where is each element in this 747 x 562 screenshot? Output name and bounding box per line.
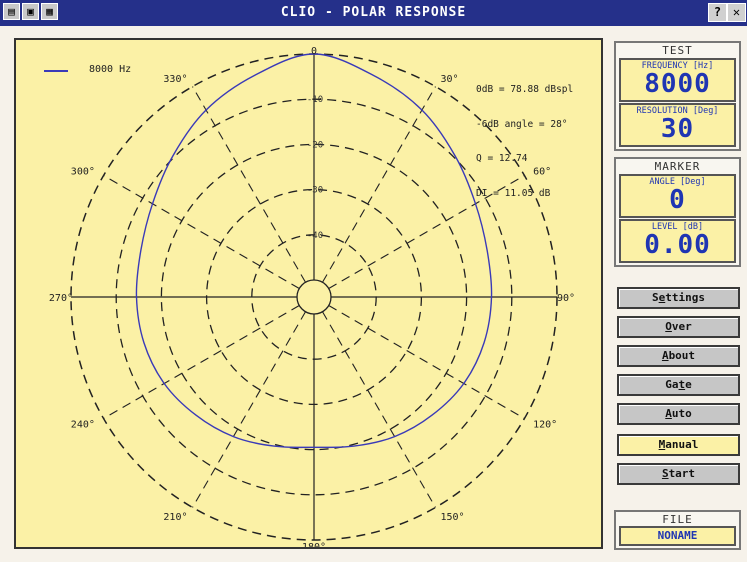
stat-di: DI = 11.05 dB: [476, 187, 551, 199]
level-label: LEVEL [dB]: [651, 222, 704, 232]
angle-label: 30°: [441, 74, 459, 85]
angle-label: 300°: [71, 167, 95, 178]
angle-label: 330°: [163, 74, 187, 85]
polar-chart-svg: 0 30° 60° 90° 120° 150° 180° 210° 240° 270° 300° 33…: [49, 46, 575, 547]
window-title: CLIO - POLAR RESPONSE: [280, 5, 467, 20]
polar-plot: 0 30° 60° 90° 120° 150° 180° 210° 240° 270° 300° 33…: [14, 38, 603, 549]
angle-label: 180°: [302, 542, 326, 547]
response-trace: [135, 53, 493, 449]
angle-label: 210°: [163, 512, 187, 523]
angle-label: ANGLE [Deg]: [649, 177, 706, 187]
angle-field[interactable]: ANGLE [Deg] 0: [619, 174, 736, 218]
settings-button[interactable]: Settings: [617, 287, 740, 309]
angle-label: 270°: [49, 293, 73, 304]
angle-label: 120°: [533, 420, 557, 431]
ring-label: -40: [307, 231, 323, 241]
close-button[interactable]: ✕: [727, 3, 746, 22]
ring-label: -10: [307, 95, 323, 105]
save-icon[interactable]: ▣: [22, 3, 39, 20]
auto-button[interactable]: Auto: [617, 403, 740, 425]
grid-spoke: [103, 305, 300, 419]
resolution-field[interactable]: RESOLUTION [Deg] 30: [619, 103, 736, 147]
grid-spoke: [192, 311, 306, 508]
marker-panel-title: MARKER: [654, 160, 701, 173]
ring-label: -30: [307, 186, 323, 196]
file-name-field[interactable]: NONAME: [619, 526, 736, 546]
file-name-value: NONAME: [657, 529, 698, 542]
frequency-label: FREQUENCY [Hz]: [641, 61, 714, 71]
print-icon[interactable]: ▦: [41, 3, 58, 20]
stat-0db: 0dB = 78.88 dBspl: [476, 84, 574, 95]
title-bar: ▤ ▣ ▦ CLIO - POLAR RESPONSE ? ✕: [0, 0, 747, 26]
grid-center-circle: [296, 279, 332, 315]
file-panel: FILE NONAME: [614, 510, 741, 550]
stat-6db-angle: -6dB angle = 28°: [476, 118, 568, 130]
angle-label: 90°: [557, 293, 575, 304]
angle-label: 0: [311, 46, 317, 57]
manual-button[interactable]: Manual: [617, 434, 740, 456]
about-button[interactable]: About: [617, 345, 740, 367]
marker-panel: MARKER ANGLE [Deg] 0 LEVEL [dB] 0.00: [614, 157, 741, 267]
stats-readout: 0dB = 78.88 dBspl -6dB angle = 28° Q = 1…: [476, 61, 573, 222]
grid-spoke: [328, 175, 525, 289]
grid-spoke: [322, 86, 436, 283]
legend-line: [44, 70, 68, 72]
resolution-label: RESOLUTION [Deg]: [636, 106, 719, 116]
grid-spoke: [103, 175, 300, 289]
help-button[interactable]: ?: [708, 3, 727, 22]
legend-label: 8000 Hz: [89, 64, 132, 75]
level-value: 0.00: [644, 230, 711, 260]
frequency-field[interactable]: FREQUENCY [Hz] 8000: [619, 58, 736, 102]
level-field[interactable]: LEVEL [dB] 0.00: [619, 219, 736, 263]
resolution-value: 30: [660, 114, 695, 144]
ring-label: -20: [307, 140, 323, 150]
grid-spoke: [328, 305, 525, 419]
angle-label: 150°: [441, 512, 465, 523]
grid-spoke: [192, 86, 306, 283]
grid-spoke: [322, 311, 436, 508]
over-button[interactable]: Over: [617, 316, 740, 338]
angle-label: 240°: [71, 420, 95, 431]
angle-value: 0: [669, 185, 686, 215]
open-file-icon[interactable]: ▤: [3, 3, 20, 20]
test-panel-title: TEST: [662, 44, 693, 57]
angle-label: 60°: [533, 167, 551, 178]
start-button[interactable]: Start: [617, 463, 740, 485]
frequency-value: 8000: [644, 69, 711, 99]
test-panel: TEST FREQUENCY [Hz] 8000 RESOLUTION [Deg…: [614, 41, 741, 151]
gate-button[interactable]: Gate: [617, 374, 740, 396]
file-panel-title: FILE: [662, 513, 693, 526]
stat-q: Q = 12.74: [476, 153, 528, 164]
